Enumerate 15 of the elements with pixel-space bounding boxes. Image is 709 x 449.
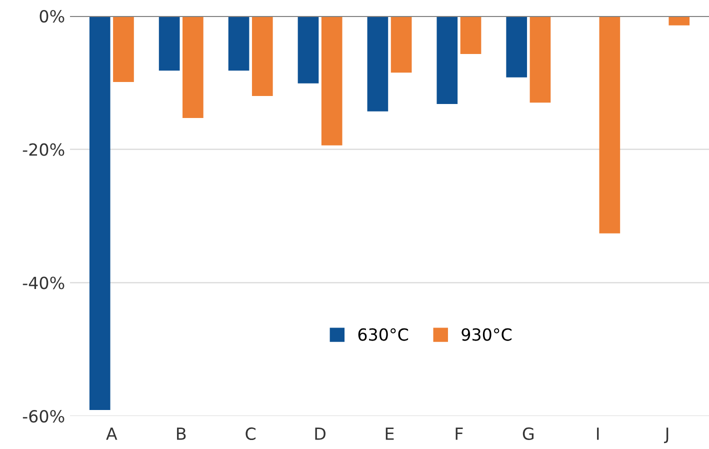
- y-tick-label: -20%: [22, 143, 64, 156]
- y-tick-label: -40%: [22, 276, 64, 290]
- x-tick-label: A: [106, 428, 118, 440]
- x-tick-label: F: [456, 428, 463, 440]
- x-tick-label: G: [522, 427, 534, 440]
- x-tick-label: E: [386, 428, 394, 440]
- y-tick-label: -60%: [22, 410, 64, 423]
- x-tick-label: J: [664, 428, 668, 444]
- x-tick-label: B: [177, 428, 186, 440]
- y-tick-label: 0%: [40, 10, 64, 23]
- x-tick-label: I: [597, 428, 599, 440]
- legend-label: 930°C: [462, 328, 512, 341]
- x-tick-label: C: [246, 427, 256, 440]
- legend-label: 630°C: [358, 328, 408, 341]
- x-tick-label: D: [315, 428, 326, 440]
